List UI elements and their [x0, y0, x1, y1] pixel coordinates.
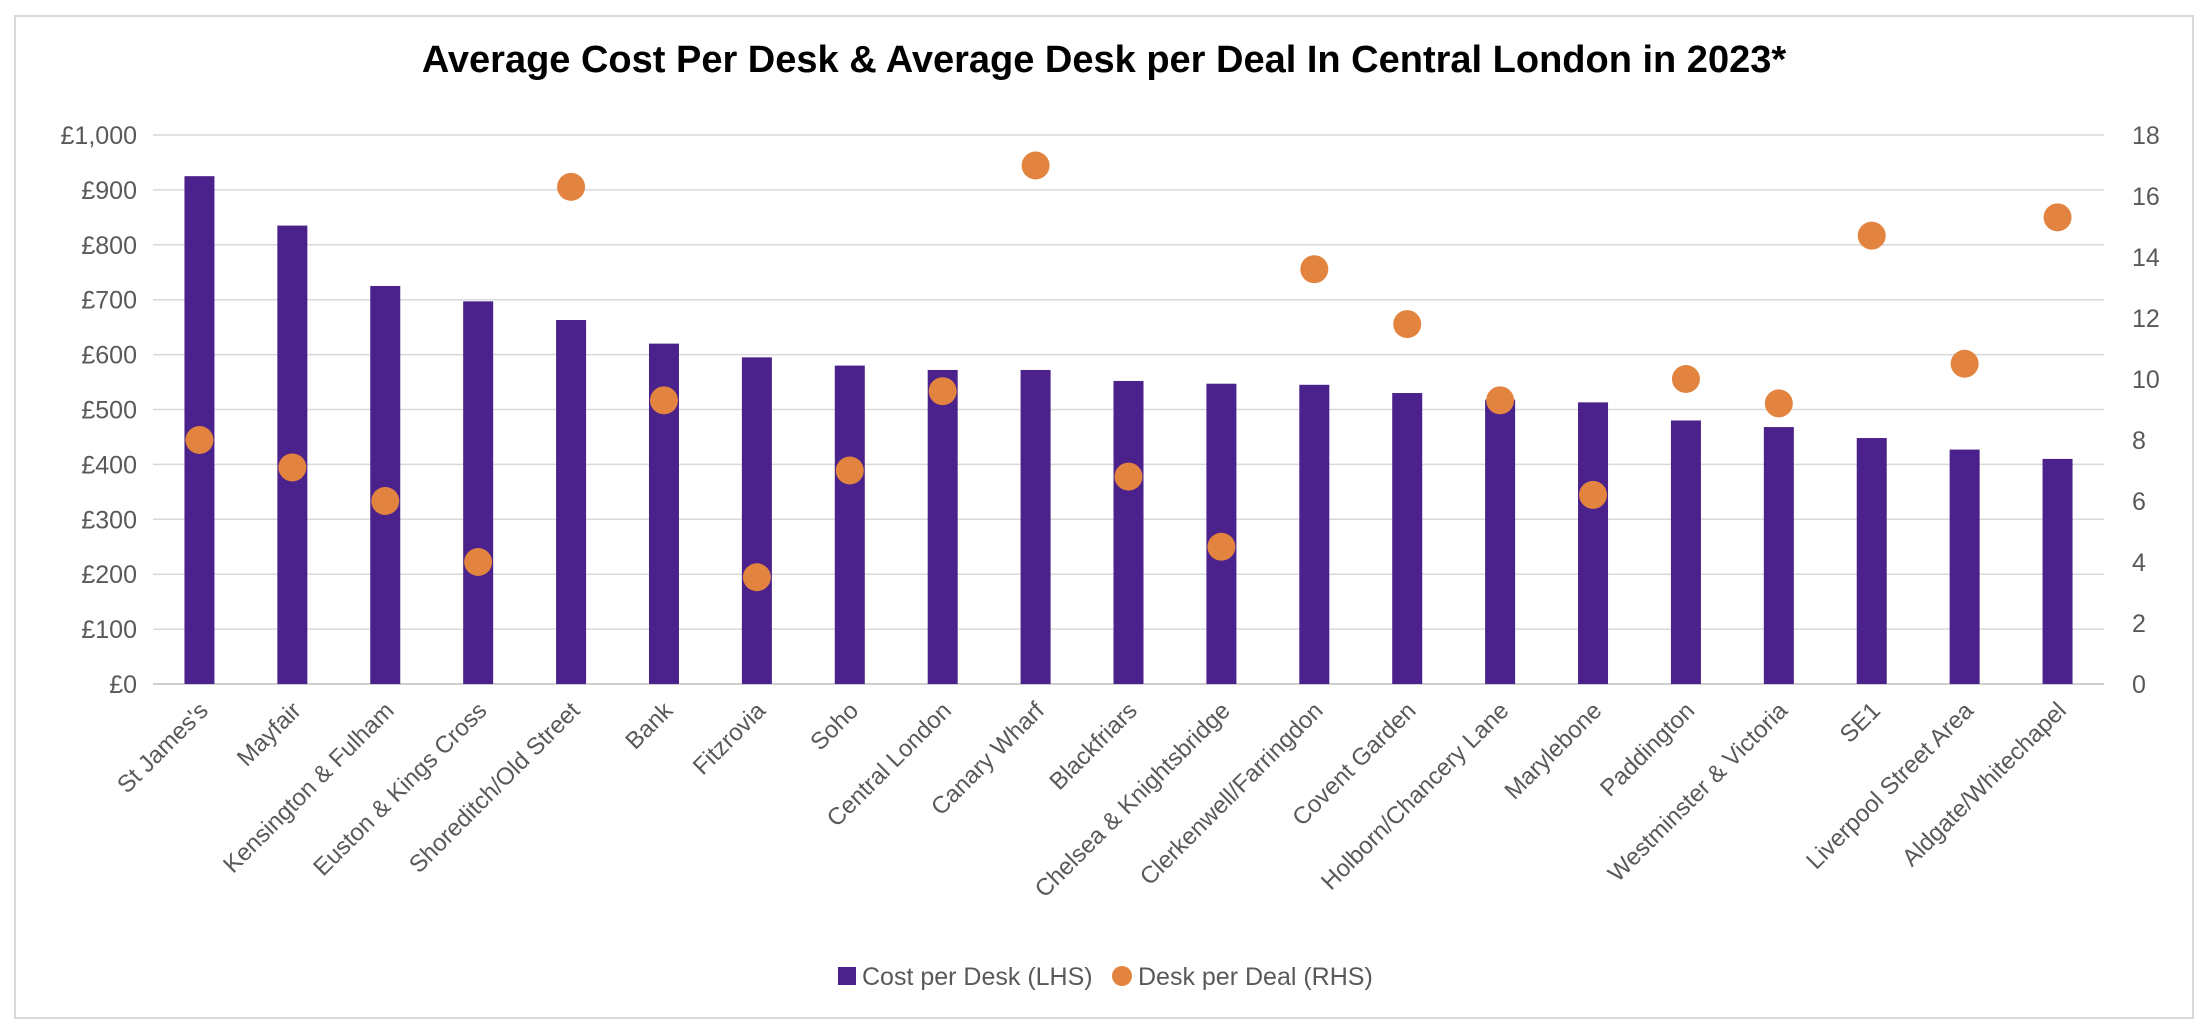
dot-euston-kings-cross [464, 548, 493, 576]
x-tick-label-bank: Bank [620, 696, 678, 754]
x-tick-label-se1: SE1 [1835, 697, 1886, 748]
y2-tick-label-4: 4 [2132, 549, 2146, 577]
dot-westminster-victoria [1764, 389, 1793, 418]
legend-label-desk-per-deal: Desk per Deal (RHS) [1138, 963, 1373, 991]
chart-frame: Average Cost Per Desk & Average Desk per… [14, 15, 2194, 1019]
y-tick-label-0: £0 [109, 671, 137, 699]
x-tick-label-westminster-victoria: Westminster & Victoria [1603, 697, 1794, 888]
scatter-series [185, 151, 2072, 592]
x-tick-label-mayfair: Mayfair [232, 697, 307, 772]
bar-central-london [927, 369, 958, 684]
left-axis: £0 £100 £200 £300 £400 £500 £600 £700 £800 £900 £1… [61, 122, 137, 699]
y2-tick-label-10: 10 [2132, 366, 2160, 394]
bar-westminster-victoria [1763, 427, 1794, 684]
dot-se1 [1857, 221, 1886, 250]
y2-tick-label-16: 16 [2132, 183, 2160, 211]
y2-tick-label-2: 2 [2132, 610, 2146, 638]
bar-se1 [1856, 438, 1887, 684]
y-tick-label-900: £900 [81, 177, 137, 205]
x-tick-label-liverpool-street-area: Liverpool Street Area [1801, 697, 1979, 875]
dot-st-james-s [185, 426, 214, 454]
dot-chelsea-knightsbridge [1207, 532, 1236, 561]
x-tick-label-st-james-s: St James's [112, 697, 214, 799]
y2-tick-label-18: 18 [2132, 122, 2160, 150]
dot-mayfair [278, 453, 307, 482]
bar-blackfriars [1113, 380, 1144, 684]
bar-shoreditch-old-street [556, 320, 587, 684]
bar-paddington [1670, 420, 1701, 684]
legend-swatch-cost-per-desk [838, 967, 856, 985]
legend: Cost per Desk (LHS) Desk per Deal (RHS) [838, 963, 1373, 991]
x-tick-label-kensington-fulham: Kensington & Fulham [218, 697, 399, 878]
bar-kensington-fulham [370, 285, 401, 684]
dot-aldgate-whitechapel [2043, 203, 2072, 232]
x-tick-label-clerkenwell-farringdon: Clerkenwell/Farringdon [1135, 697, 1329, 891]
bar-liverpool-street-area [1949, 449, 1980, 684]
dot-paddington [1671, 365, 1700, 393]
y-tick-label-500: £500 [81, 397, 137, 425]
y-tick-label-300: £300 [81, 506, 137, 534]
y-tick-label-600: £600 [81, 342, 137, 370]
y2-tick-label-8: 8 [2132, 427, 2146, 455]
right-axis: 0 2 4 6 8 10 12 14 16 18 [2132, 122, 2160, 699]
bar-aldgate-whitechapel [2042, 458, 2073, 684]
y2-tick-label-12: 12 [2132, 305, 2160, 333]
bar-euston-kings-cross [463, 301, 494, 684]
x-tick-label-euston-kings-cross: Euston & Kings Cross [308, 697, 492, 881]
chart-svg: Average Cost Per Desk & Average Desk per… [61, 39, 2160, 991]
bar-covent-garden [1392, 393, 1423, 684]
bar-fitzrovia [741, 357, 772, 684]
chart-title: Average Cost Per Desk & Average Desk per… [422, 39, 1786, 81]
bar-holborn-chancery-lane [1485, 399, 1516, 684]
dot-central-london [928, 377, 957, 406]
dot-holborn-chancery-lane [1486, 386, 1515, 415]
x-tick-label-shoreditch-old-street: Shoreditch/Old Street [404, 697, 586, 879]
x-tick-label-soho: Soho [805, 697, 864, 756]
dot-canary-wharf [1021, 151, 1050, 180]
x-tick-label-blackfriars: Blackfriars [1044, 697, 1142, 795]
dot-blackfriars [1114, 462, 1143, 491]
bar-series [184, 176, 2073, 685]
dot-shoreditch-old-street [557, 172, 586, 201]
y2-tick-label-6: 6 [2132, 488, 2146, 516]
dot-marylebone [1579, 480, 1608, 509]
y-tick-label-200: £200 [81, 561, 137, 589]
bar-clerkenwell-farringdon [1299, 384, 1330, 684]
dot-liverpool-street-area [1950, 349, 1979, 378]
y-tick-label-800: £800 [81, 232, 137, 260]
x-tick-label-fitzrovia: Fitzrovia [688, 697, 772, 781]
dot-covent-garden [1393, 310, 1422, 339]
bar-soho [834, 365, 865, 684]
dot-bank [649, 386, 678, 415]
y-tick-label-400: £400 [81, 451, 137, 479]
y2-tick-label-0: 0 [2132, 671, 2146, 699]
x-tick-label-holborn-chancery-lane: Holborn/Chancery Lane [1316, 697, 1514, 895]
y-tick-label-100: £100 [81, 616, 137, 644]
x-tick-label-aldgate-whitechapel: Aldgate/Whitechapel [1897, 697, 2072, 872]
dot-soho [835, 456, 864, 485]
dot-kensington-fulham [371, 487, 400, 515]
bar-marylebone [1578, 402, 1609, 684]
bar-canary-wharf [1020, 369, 1051, 684]
x-tick-label-chelsea-knightsbridge: Chelsea & Knightsbridge [1030, 697, 1236, 903]
dot-fitzrovia [742, 563, 771, 592]
x-tick-label-marylebone: Marylebone [1499, 697, 1607, 805]
legend-label-cost-per-desk: Cost per Desk (LHS) [862, 963, 1093, 991]
y-tick-label-700: £700 [81, 287, 137, 315]
y-tick-label-1000: £1,000 [61, 122, 137, 150]
dot-clerkenwell-farringdon [1300, 255, 1329, 284]
legend-swatch-desk-per-deal [1112, 966, 1132, 986]
y2-tick-label-14: 14 [2132, 244, 2160, 272]
